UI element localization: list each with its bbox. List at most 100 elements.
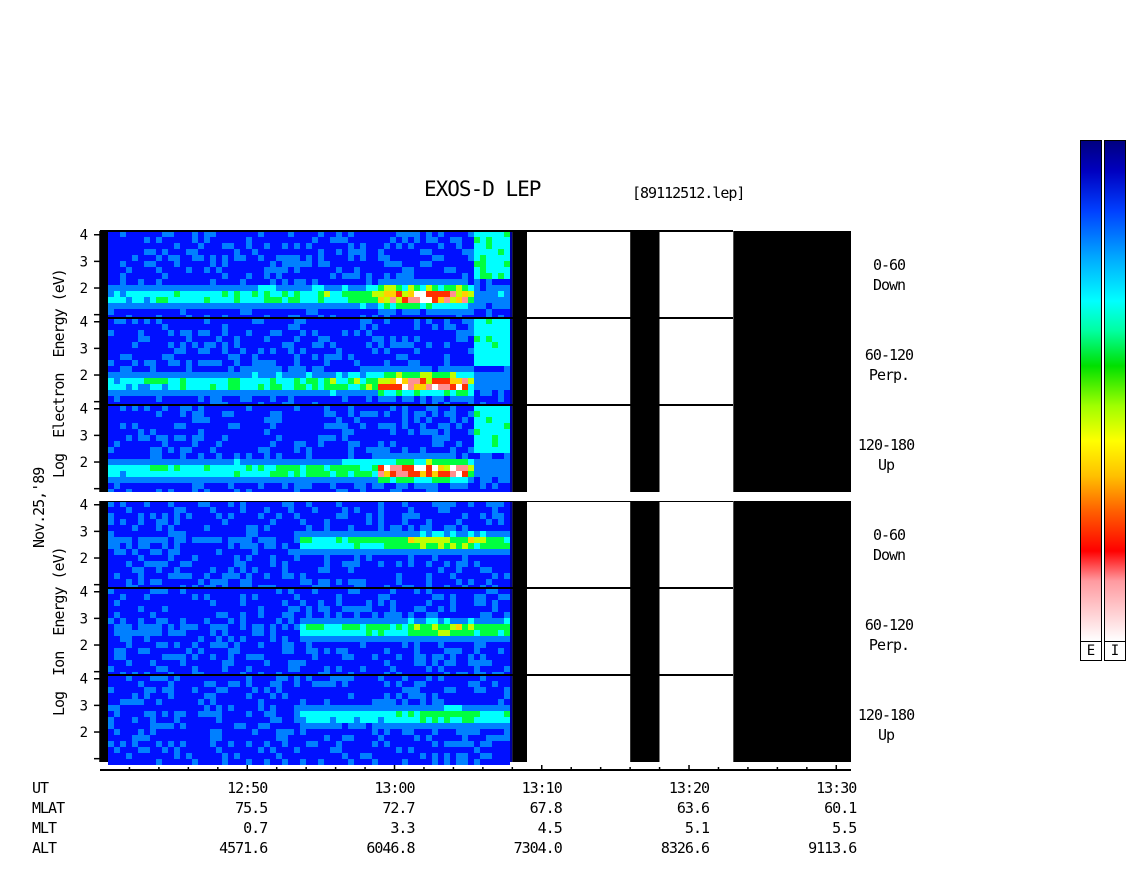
heatmap-cell	[150, 396, 156, 402]
heatmap-cell	[324, 243, 330, 249]
heatmap-cell	[426, 303, 432, 309]
heatmap-cell	[318, 396, 324, 402]
heatmap-cell	[228, 561, 234, 567]
heatmap-cell	[384, 330, 390, 336]
heatmap-cell	[420, 423, 426, 429]
heatmap-cell	[438, 273, 444, 279]
heatmap-cell	[192, 537, 198, 543]
heatmap-cell	[456, 594, 462, 600]
heatmap-cell	[150, 336, 156, 342]
heatmap-cell	[384, 336, 390, 342]
heatmap-cell	[360, 303, 366, 309]
heatmap-cell	[396, 330, 402, 336]
heatmap-cell	[180, 579, 186, 585]
heatmap-cell	[348, 243, 354, 249]
heatmap-cell	[126, 360, 132, 366]
heatmap-cell	[162, 330, 168, 336]
heatmap-cell	[264, 549, 270, 555]
heatmap-cell	[126, 396, 132, 402]
heatmap-cell	[312, 636, 318, 642]
heatmap-cell	[132, 543, 138, 549]
heatmap-cell	[450, 447, 456, 453]
heatmap-cell	[354, 513, 360, 519]
heatmap-cell	[444, 447, 450, 453]
heatmap-cell	[186, 567, 192, 573]
heatmap-cell	[126, 579, 132, 585]
heatmap-cell	[162, 648, 168, 654]
heatmap-cell	[360, 447, 366, 453]
heatmap-cell	[144, 471, 150, 477]
heatmap-cell	[264, 324, 270, 330]
heatmap-cell	[258, 642, 264, 648]
heatmap-cell	[180, 654, 186, 660]
heatmap-cell	[438, 348, 444, 354]
heatmap-cell	[312, 291, 318, 297]
heatmap-cell	[228, 588, 234, 594]
heatmap-cell	[288, 612, 294, 618]
heatmap-cell	[150, 330, 156, 336]
heatmap-cell	[252, 483, 258, 489]
heatmap-cell	[432, 594, 438, 600]
heatmap-cell	[276, 429, 282, 435]
heatmap-cell	[324, 573, 330, 579]
heatmap-cell	[258, 372, 264, 378]
heatmap-cell	[324, 594, 330, 600]
heatmap-cell	[336, 513, 342, 519]
heatmap-cell	[294, 600, 300, 606]
heatmap-cell	[174, 291, 180, 297]
heatmap-cell	[228, 255, 234, 261]
heatmap-cell	[114, 303, 120, 309]
heatmap-cell	[192, 411, 198, 417]
heatmap-cell	[282, 330, 288, 336]
heatmap-cell	[468, 612, 474, 618]
heatmap-cell	[204, 555, 210, 561]
heatmap-cell	[108, 255, 114, 261]
heatmap-cell	[432, 636, 438, 642]
heatmap-cell	[288, 354, 294, 360]
heatmap-cell	[432, 297, 438, 303]
heatmap-cell	[114, 255, 120, 261]
heatmap-cell	[444, 360, 450, 366]
heatmap-cell	[474, 267, 480, 273]
heatmap-cell	[372, 513, 378, 519]
heatmap-cell	[294, 336, 300, 342]
heatmap-cell	[192, 606, 198, 612]
heatmap-cell	[222, 303, 228, 309]
heatmap-cell	[198, 318, 204, 324]
heatmap-cell	[330, 471, 336, 477]
heatmap-cell	[258, 384, 264, 390]
heatmap-cell	[282, 561, 288, 567]
heatmap-cell	[468, 390, 474, 396]
heatmap-cell	[306, 372, 312, 378]
heatmap-cell	[150, 519, 156, 525]
heatmap-cell	[288, 348, 294, 354]
heatmap-cell	[138, 243, 144, 249]
heatmap-cell	[126, 405, 132, 411]
heatmap-cell	[294, 606, 300, 612]
heatmap-cell	[156, 249, 162, 255]
heatmap-cell	[408, 453, 414, 459]
heatmap-cell	[138, 507, 144, 513]
heatmap-cell	[438, 507, 444, 513]
heatmap-cell	[426, 606, 432, 612]
heatmap-cell	[336, 423, 342, 429]
heatmap-cell	[366, 378, 372, 384]
heatmap-cell	[372, 525, 378, 531]
heatmap-cell	[258, 378, 264, 384]
heatmap-cell	[186, 423, 192, 429]
heatmap-cell	[228, 531, 234, 537]
heatmap-cell	[372, 624, 378, 630]
heatmap-cell	[486, 390, 492, 396]
heatmap-cell	[108, 471, 114, 477]
heatmap-cell	[198, 441, 204, 447]
heatmap-cell	[432, 537, 438, 543]
heatmap-cell	[462, 600, 468, 606]
heatmap-cell	[162, 537, 168, 543]
heatmap-cell	[330, 411, 336, 417]
heatmap-cell	[492, 261, 498, 267]
heatmap-cell	[282, 543, 288, 549]
heatmap-cell	[354, 501, 360, 507]
heatmap-cell	[294, 441, 300, 447]
heatmap-cell	[438, 429, 444, 435]
heatmap-cell	[228, 513, 234, 519]
